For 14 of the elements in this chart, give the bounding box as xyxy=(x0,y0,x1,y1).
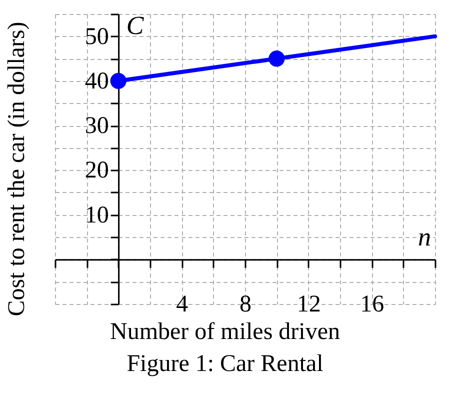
y-tick-label: 40 xyxy=(84,68,109,94)
text: Figure 1: Car Rental xyxy=(126,351,324,377)
y-tick-label: 10 xyxy=(84,202,109,228)
y-tick-label: 30 xyxy=(84,113,109,140)
y-axis-title: Cost to rent the car (in dollars) xyxy=(4,22,30,316)
x-tick-label: 12 xyxy=(296,292,321,318)
annotation: C xyxy=(126,11,144,40)
x-tick-label: 4 xyxy=(176,292,188,318)
x-axis-title: Number of miles driven xyxy=(110,319,340,345)
annotation: n xyxy=(418,222,431,252)
x-tick-label: 16 xyxy=(360,292,384,318)
y-tick-label: 50 xyxy=(84,24,109,50)
y-tick-label: 20 xyxy=(84,158,109,184)
x-tick-label: 8 xyxy=(240,292,252,318)
